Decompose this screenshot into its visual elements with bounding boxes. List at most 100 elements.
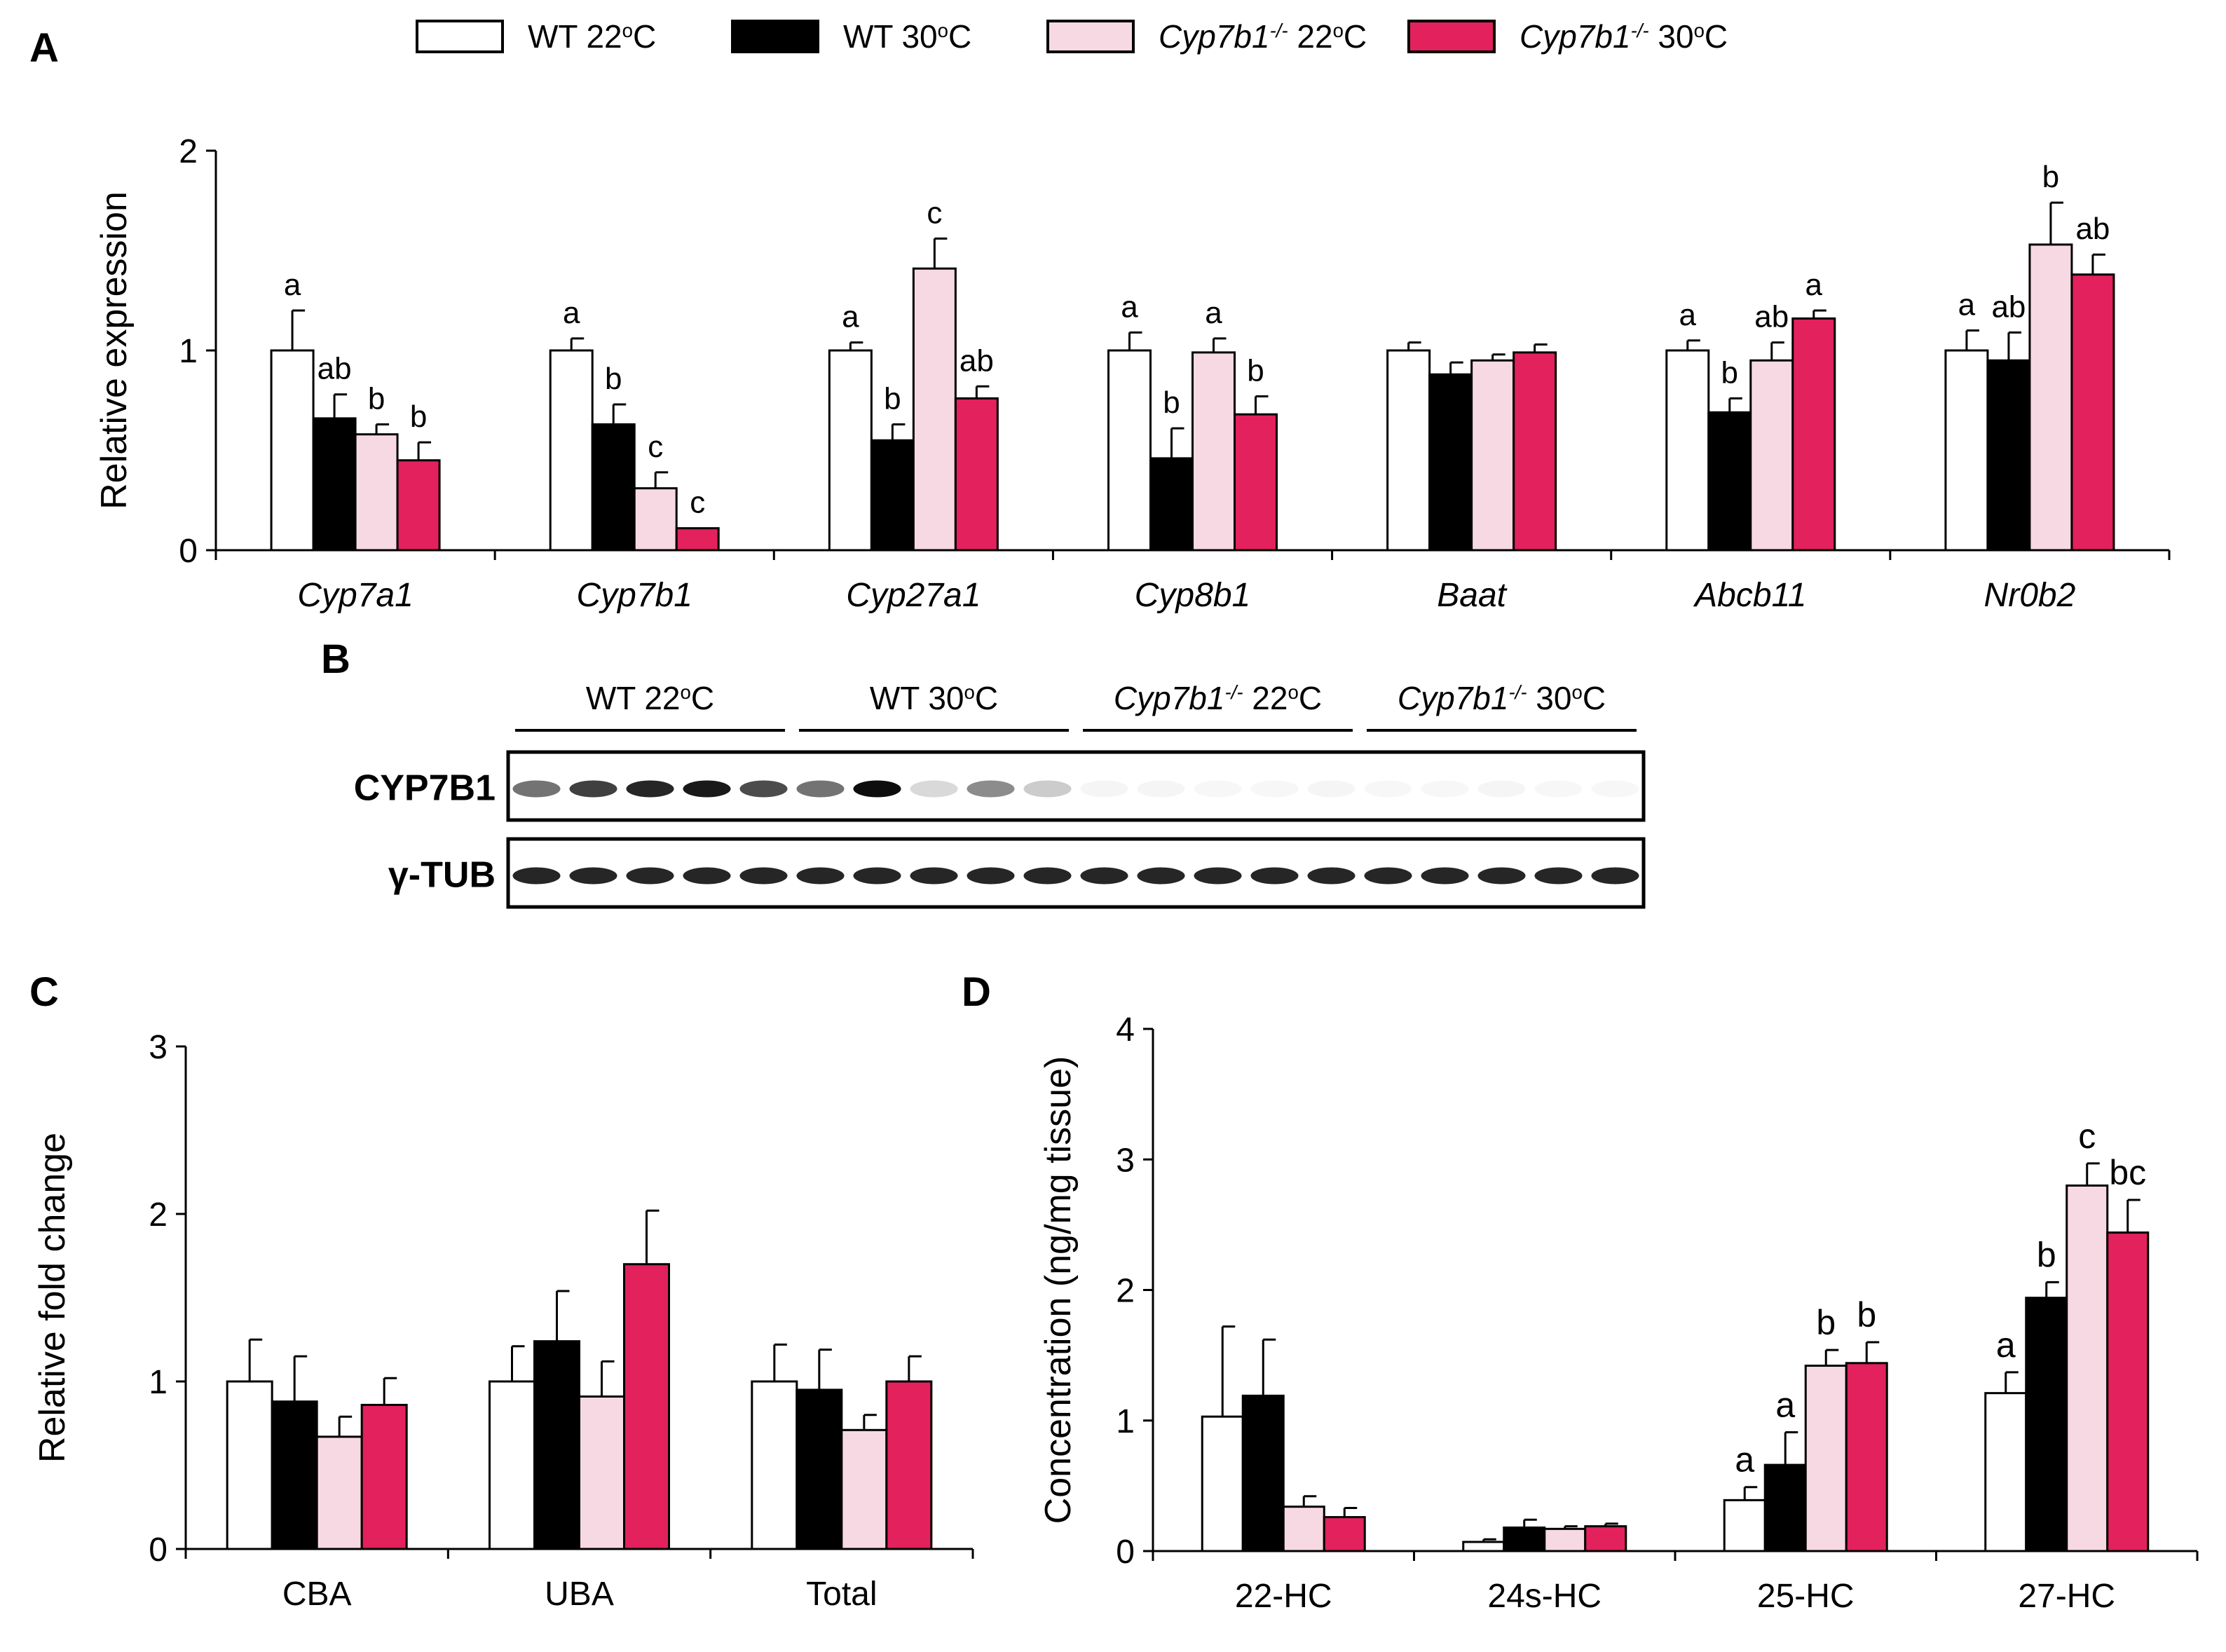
significance-label: a [284,268,301,302]
y-tick-label: 0 [179,533,198,570]
significance-label: b [605,362,622,396]
y-tick-label: 0 [149,1531,168,1569]
x-category-label: 24s-HC [1487,1578,1602,1615]
y-tick-label: 4 [1116,1011,1135,1049]
blot-band [739,780,788,798]
blot-band [1534,867,1583,885]
significance-label: b [368,381,385,416]
significance-label: a [1805,268,1823,302]
bar [2070,273,2115,552]
bar [1986,359,2031,552]
bar [623,1263,670,1550]
bar [840,1428,888,1550]
chart-c-relative-fold-change: 0 1 2 3 Relative fold change CBA UBA Total [32,1029,974,1613]
bar [954,397,999,552]
significance-label: a [1121,289,1138,324]
bar [270,349,315,552]
bar [226,1380,273,1550]
blot-band [1477,780,1526,798]
blot-row-label: γ-TUB [388,855,496,896]
significance-label: ab [1991,289,2026,324]
bar [396,459,441,552]
bar [1282,1506,1325,1552]
x-category-label: Baat [1437,577,1507,614]
blot-membrane [506,750,1646,822]
blot-band [1307,780,1356,798]
blot-band [1250,867,1299,885]
y-axis-label: Concentration (ng/mg tissue) [1038,1056,1079,1524]
significance-label: ab [960,343,994,378]
significance-label: b [1247,354,1264,388]
significance-label: c [927,196,942,230]
bar [1241,1394,1285,1552]
bar [1191,351,1236,552]
blot-band [1364,867,1412,885]
bar [2065,1185,2109,1552]
panel-label-d: D [962,969,991,1015]
bar [633,487,678,552]
bar [360,1403,408,1550]
panel-label-a: A [29,25,59,71]
blot-group-label-1: WT 30oC [870,680,998,716]
blot-band [512,867,561,885]
significance-label: b [884,381,901,416]
legend-swatch-1 [731,20,819,53]
bar [591,423,636,552]
significance-label: a [1205,296,1222,330]
bar [1428,373,1473,552]
blot-band [1421,781,1468,798]
bar [675,527,720,552]
y-tick-label: 1 [1116,1403,1135,1440]
significance-label: b [2042,160,2059,194]
bar [2106,1231,2150,1552]
bar [1804,1365,1848,1552]
bar [549,349,594,552]
significance-label: b [1857,1295,1876,1334]
bar [1763,1463,1807,1552]
bar [1462,1541,1505,1552]
significance-label: ab [317,352,352,386]
blot-band [1023,780,1072,798]
legend-label-0: WT 22oC [528,18,656,55]
x-category-label: Abcb11 [1693,577,1806,614]
blot-band [1534,781,1582,798]
blot-band [1194,781,1241,798]
blot-band [1421,867,1469,885]
bar [271,1400,318,1550]
x-category-label: 22-HC [1235,1578,1332,1615]
blot-band [1137,867,1185,885]
legend-label-2: Cyp7b1-/- 22oC [1159,18,1367,55]
bar [912,267,957,552]
bar [1845,1362,1888,1552]
legend-label-3: Cyp7b1-/- 30oC [1520,18,1728,55]
bar [1791,317,1836,552]
blot-band [683,780,731,798]
x-category-label: 25-HC [1757,1578,1855,1615]
bar [1234,413,1278,552]
blot-band [967,867,1015,885]
legend-swatch-2 [1046,20,1135,53]
y-axis-label: Relative fold change [32,1133,73,1463]
x-category-label: Cyp8b1 [1135,577,1250,614]
blot-membrane [506,837,1646,909]
panel-label-c: C [29,969,59,1015]
y-tick-label: 2 [1116,1273,1135,1310]
y-tick-label: 3 [1116,1142,1135,1179]
blot-band [853,867,901,885]
significance-label: c [690,486,705,520]
bar [870,439,915,552]
blot-band [910,780,958,798]
y-tick-label: 2 [149,1196,168,1234]
panel-label-b: B [321,636,350,682]
blot-band [1591,781,1639,798]
bar [2025,1297,2068,1552]
significance-label: c [2078,1117,2096,1156]
chart-d-concentration: 0 1 2 3 4 Concentration (ng/mg tissue) 22-HC 24… [1038,1011,2199,1615]
blot-band [1194,867,1242,885]
bar [1665,349,1710,552]
blot-band [1080,867,1128,885]
x-category-label: 27-HC [2018,1578,2115,1615]
y-axis-label: Relative expression [94,191,135,510]
bar [1386,349,1431,552]
